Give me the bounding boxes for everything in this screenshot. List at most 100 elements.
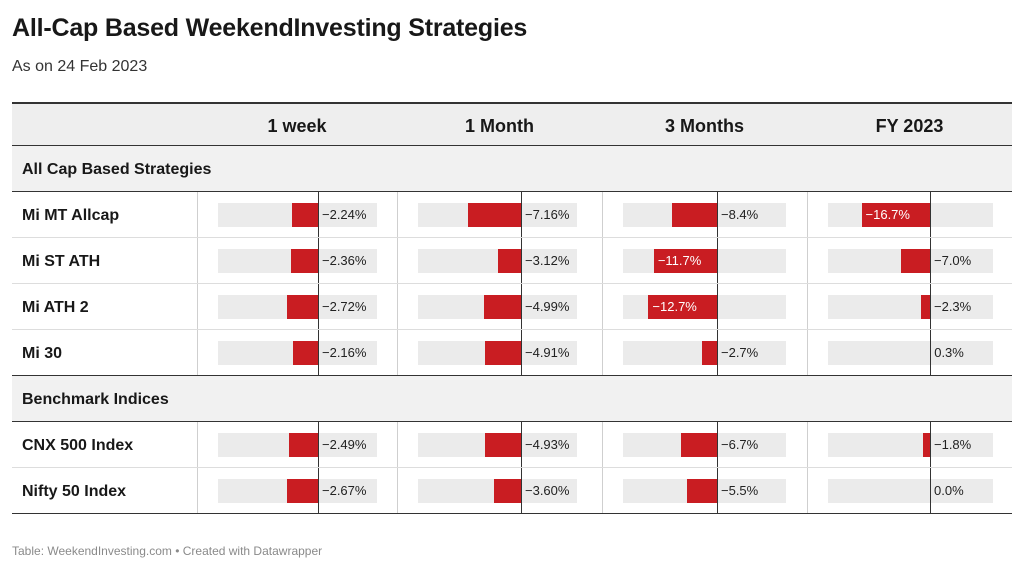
zero-line <box>930 468 931 513</box>
value-cell: −8.4% <box>602 192 808 237</box>
value-bar <box>290 249 318 273</box>
bar-track <box>828 433 993 457</box>
value-label: −11.7% <box>657 253 702 268</box>
value-bar <box>687 479 717 503</box>
value-label: −2.16% <box>322 345 367 360</box>
table-row: CNX 500 Index −2.49% −4.93% −6.7% −1.8% <box>12 422 1012 468</box>
value-label: 0.0% <box>934 483 964 498</box>
value-bar <box>292 203 318 227</box>
zero-line <box>318 192 319 237</box>
value-bar <box>484 295 521 319</box>
zero-line <box>930 330 931 375</box>
value-label: −2.3% <box>934 299 972 314</box>
zero-line <box>717 330 718 375</box>
value-bar <box>861 203 930 227</box>
value-cell: −12.7% <box>602 284 808 329</box>
value-cell: −2.7% <box>602 330 808 375</box>
zero-line <box>521 330 522 375</box>
value-cell: −7.16% <box>397 192 603 237</box>
table-row: Mi ATH 2 −2.72% −4.99% −12.7% −2.3% <box>12 284 1012 330</box>
zero-line <box>930 284 931 329</box>
value-cell: −2.3% <box>807 284 1013 329</box>
value-bar <box>671 203 717 227</box>
value-bar <box>468 203 521 227</box>
zero-line <box>318 422 319 467</box>
value-label: −8.4% <box>721 207 759 222</box>
zero-line <box>318 330 319 375</box>
value-cell: −1.8% <box>807 422 1013 467</box>
value-label: −7.16% <box>525 207 570 222</box>
zero-line <box>930 192 931 237</box>
value-label: −3.60% <box>525 483 570 498</box>
zero-line <box>717 284 718 329</box>
value-label: −7.0% <box>934 253 972 268</box>
value-label: −4.91% <box>525 345 570 360</box>
zero-line <box>318 468 319 513</box>
column-header: 1 Month <box>465 116 534 136</box>
value-cell: −2.36% <box>197 238 398 283</box>
value-label: −3.12% <box>525 253 570 268</box>
row-label: Mi MT Allcap <box>22 207 120 224</box>
zero-line <box>717 422 718 467</box>
zero-line <box>930 238 931 283</box>
data-table: 1 week 1 Month 3 Months FY 2023 All Cap Bas… <box>12 102 1012 514</box>
value-cell: −2.49% <box>197 422 398 467</box>
bar-track <box>418 249 577 273</box>
value-label: −12.7% <box>652 299 697 314</box>
value-label: −2.24% <box>322 207 367 222</box>
value-cell: −7.0% <box>807 238 1013 283</box>
source-footer: Table: WeekendInvesting.com • Created wi… <box>12 544 323 558</box>
value-cell: −11.7% <box>602 238 808 283</box>
value-label: −2.72% <box>322 299 367 314</box>
column-header: FY 2023 <box>875 116 944 136</box>
row-label: CNX 500 Index <box>22 437 134 454</box>
value-cell: −4.93% <box>397 422 603 467</box>
column-header: 1 week <box>267 116 327 136</box>
value-label: −2.7% <box>721 345 759 360</box>
zero-line <box>318 284 319 329</box>
value-bar <box>289 433 318 457</box>
value-bar <box>484 341 521 365</box>
value-cell: −16.7% <box>807 192 1013 237</box>
value-label: −4.99% <box>525 299 570 314</box>
chart-title: All-Cap Based WeekendInvesting Strategie… <box>12 14 528 42</box>
chart-subtitle: As on 24 Feb 2023 <box>12 58 148 75</box>
value-bar <box>653 249 717 273</box>
zero-line <box>521 468 522 513</box>
value-label: −5.5% <box>721 483 759 498</box>
zero-line <box>717 238 718 283</box>
value-cell: −2.24% <box>197 192 398 237</box>
value-bar <box>497 249 521 273</box>
value-bar <box>648 295 717 319</box>
row-label: Mi 30 <box>22 345 63 362</box>
table-row: Mi ST ATH −2.36% −3.12% −11.7% −7.0% <box>12 238 1012 284</box>
bar-track <box>828 295 993 319</box>
value-cell: −2.67% <box>197 468 398 513</box>
value-label: −1.8% <box>934 437 972 452</box>
zero-line <box>521 192 522 237</box>
value-cell: −3.12% <box>397 238 603 283</box>
value-bar <box>484 433 521 457</box>
column-header: 3 Months <box>665 116 744 136</box>
value-bar <box>922 433 930 457</box>
table-row: Mi 30 −2.16% −4.91% −2.7% 0.3% <box>12 330 1012 376</box>
table-row: Mi MT Allcap −2.24% −7.16% −8.4% −16.7% <box>12 192 1012 238</box>
value-label: −6.7% <box>721 437 759 452</box>
value-label: −2.36% <box>322 253 367 268</box>
value-bar <box>287 479 318 503</box>
value-cell: −2.16% <box>197 330 398 375</box>
value-bar <box>901 249 930 273</box>
zero-line <box>717 468 718 513</box>
value-bar <box>920 295 930 319</box>
zero-line <box>521 284 522 329</box>
value-cell: −4.91% <box>397 330 603 375</box>
value-label: −4.93% <box>525 437 570 452</box>
row-label: Mi ATH 2 <box>22 299 89 316</box>
value-cell: −4.99% <box>397 284 603 329</box>
value-cell: −2.72% <box>197 284 398 329</box>
section-header: All Cap Based Strategies <box>12 146 1012 192</box>
value-bar <box>286 295 318 319</box>
value-cell: −6.7% <box>602 422 808 467</box>
zero-line <box>930 422 931 467</box>
row-label: Mi ST ATH <box>22 253 101 270</box>
